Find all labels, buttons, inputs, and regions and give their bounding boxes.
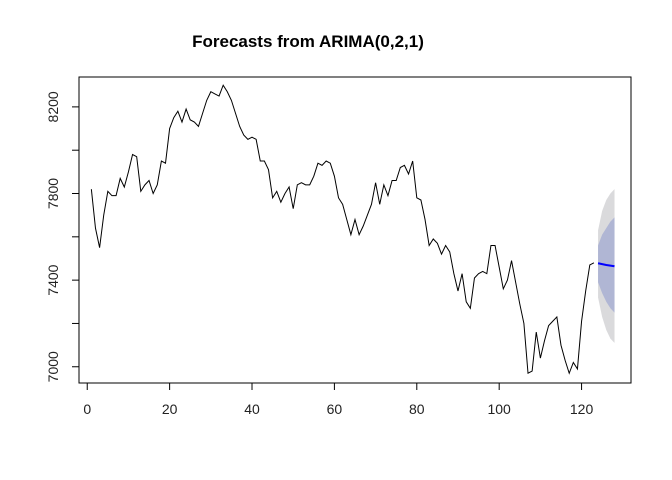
observed-series-line [90,84,595,375]
y-tick-label: 7800 [45,178,61,209]
y-axis: 7000 7400 7800 8200 [45,91,80,382]
series-lines [90,84,615,375]
x-tick-label: 100 [487,401,511,417]
x-tick-label: 20 [162,401,178,417]
x-tick-label: 80 [409,401,425,417]
x-tick-label: 0 [83,401,91,417]
y-tick-label: 8200 [45,91,61,122]
forecast-line [597,262,615,268]
y-tick-label: 7000 [45,351,61,382]
plot-frame [78,76,632,384]
x-axis: 0 20 40 60 80 100 120 [83,382,594,417]
x-tick-label: 40 [244,401,260,417]
x-tick-label: 120 [570,401,594,417]
y-tick-label: 7400 [45,264,61,295]
chart-title: Forecasts from ARIMA(0,2,1) [192,32,424,51]
x-tick-label: 60 [327,401,343,417]
